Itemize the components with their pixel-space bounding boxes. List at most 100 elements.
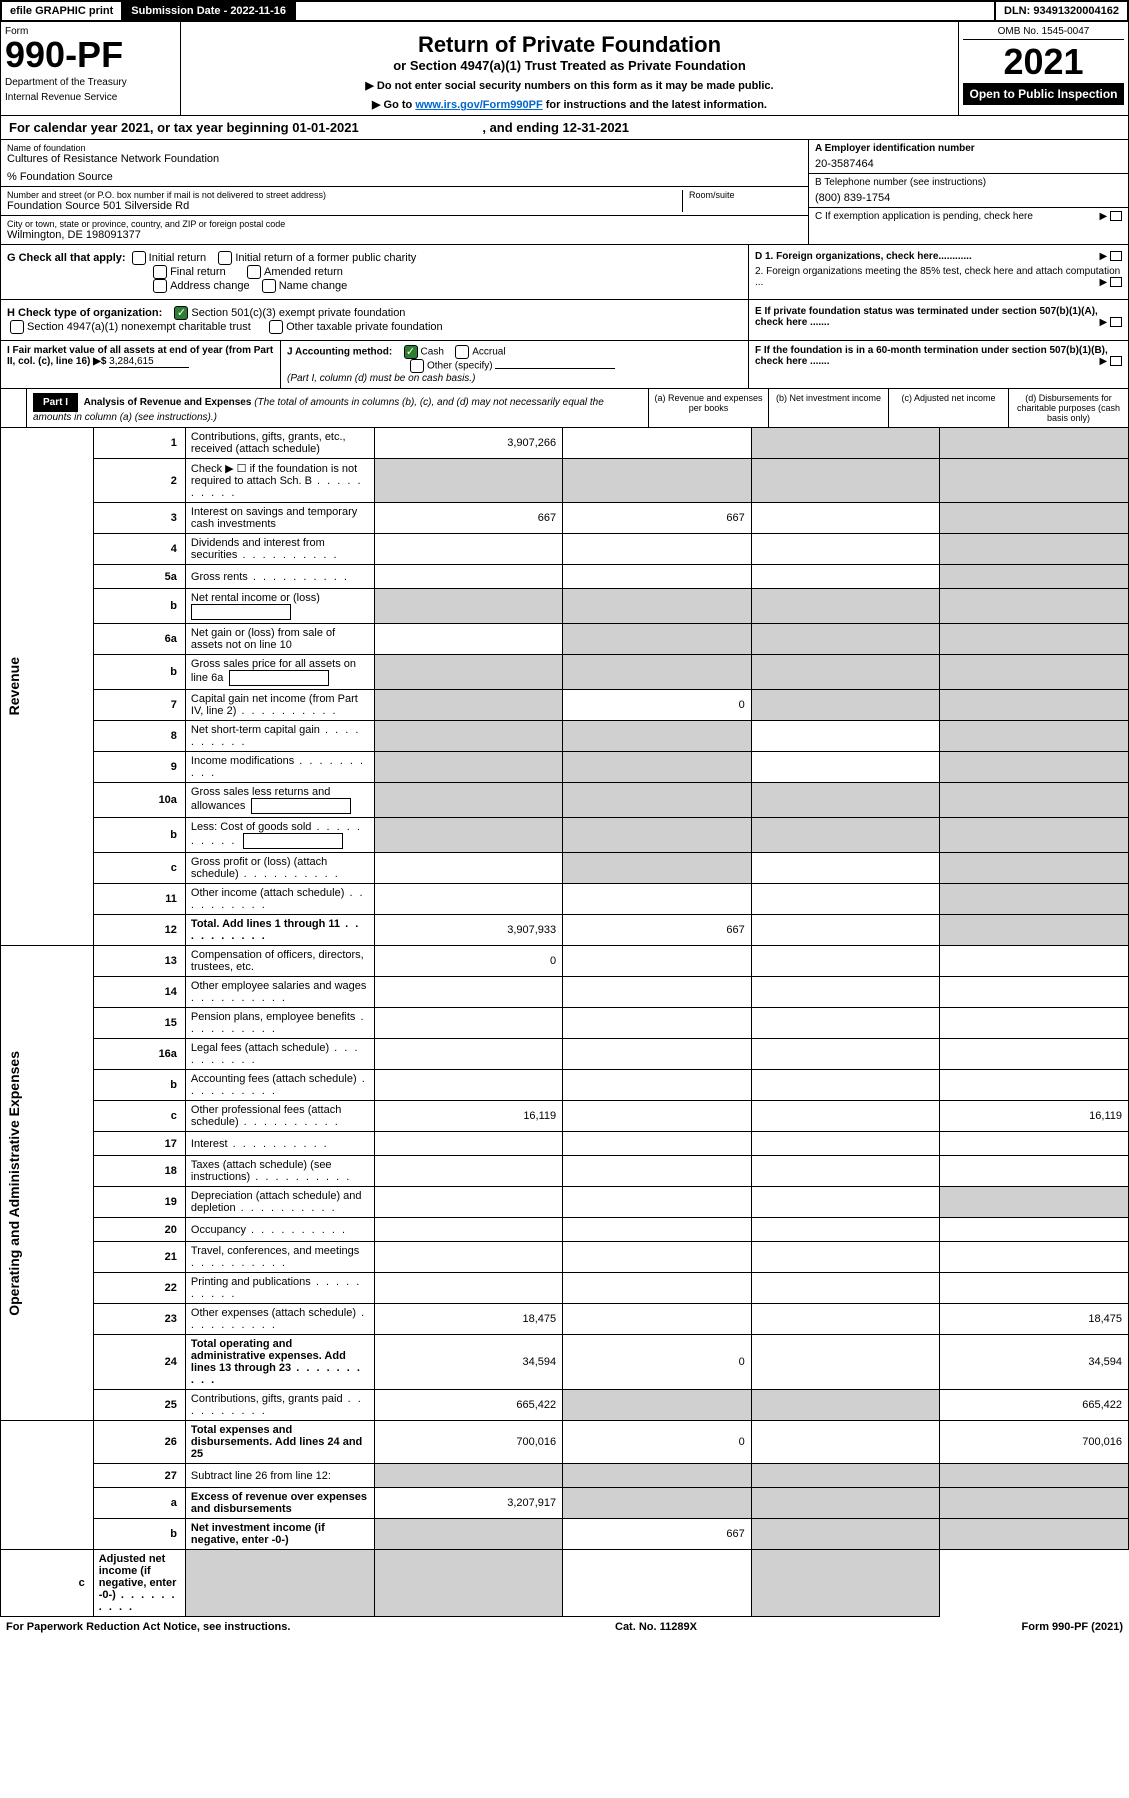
- row-num: 7: [93, 690, 185, 721]
- col-d-val: [940, 1273, 1129, 1304]
- table-row: 14Other employee salaries and wages: [1, 977, 1129, 1008]
- col-b-val: [563, 1218, 752, 1242]
- row-num: 21: [93, 1242, 185, 1273]
- row-desc: Net rental income or (loss): [185, 589, 374, 624]
- col-a-val: [374, 589, 563, 624]
- initial-return-checkbox[interactable]: [132, 251, 146, 265]
- part-1-header-row: Part I Analysis of Revenue and Expenses …: [0, 389, 1129, 428]
- 501c3-checkbox[interactable]: [174, 306, 188, 320]
- final-return-checkbox[interactable]: [153, 265, 167, 279]
- row-num: a: [93, 1488, 185, 1519]
- col-c-val: [751, 1070, 940, 1101]
- section-g-d: G Check all that apply: Initial return I…: [0, 245, 1129, 300]
- row-desc: Contributions, gifts, grants paid: [185, 1390, 374, 1421]
- form-link[interactable]: www.irs.gov/Form990PF: [415, 99, 542, 111]
- row-desc: Interest on savings and temporary cash i…: [185, 503, 374, 534]
- table-row: cGross profit or (loss) (attach schedule…: [1, 853, 1129, 884]
- col-a-val: 0: [374, 946, 563, 977]
- calendar-year-row: For calendar year 2021, or tax year begi…: [0, 116, 1129, 140]
- col-b-val: [563, 752, 752, 783]
- amended-return-checkbox[interactable]: [247, 265, 261, 279]
- col-d-val: [940, 977, 1129, 1008]
- form-header: Form 990-PF Department of the Treasury I…: [0, 22, 1129, 116]
- col-c-val: [751, 721, 940, 752]
- revenue-side: Revenue: [1, 428, 94, 946]
- col-d-val: [940, 655, 1129, 690]
- dept-treasury: Department of the Treasury: [5, 77, 176, 88]
- ein-label: A Employer identification number: [815, 143, 1122, 154]
- table-row: 10aGross sales less returns and allowanc…: [1, 783, 1129, 818]
- col-a-val: [374, 624, 563, 655]
- col-b-val: [563, 1304, 752, 1335]
- row-desc: Occupancy: [185, 1218, 374, 1242]
- name-change-checkbox[interactable]: [262, 279, 276, 293]
- col-c-val: [751, 1304, 940, 1335]
- row-num: b: [93, 1519, 185, 1550]
- table-row: 5aGross rents: [1, 565, 1129, 589]
- exemption-pending-label: C If exemption application is pending, c…: [815, 211, 1033, 222]
- col-b-val: [563, 1390, 752, 1421]
- col-d-val: [940, 1187, 1129, 1218]
- row-desc: Total expenses and disbursements. Add li…: [185, 1421, 374, 1464]
- col-c-val: [751, 1273, 940, 1304]
- row-desc: Capital gain net income (from Part IV, l…: [185, 690, 374, 721]
- col-b-val: [563, 1187, 752, 1218]
- cash-checkbox[interactable]: [404, 345, 418, 359]
- col-b-val: [563, 428, 752, 459]
- row-desc: Other professional fees (attach schedule…: [185, 1101, 374, 1132]
- row-desc: Total. Add lines 1 through 11: [185, 915, 374, 946]
- col-c-val: [751, 565, 940, 589]
- row-desc: Net short-term capital gain: [185, 721, 374, 752]
- row-num: 6a: [93, 624, 185, 655]
- d1-checkbox[interactable]: [1110, 251, 1122, 261]
- col-b-val: [563, 721, 752, 752]
- col-b-val: 0: [563, 1335, 752, 1390]
- other-taxable-checkbox[interactable]: [269, 320, 283, 334]
- f-checkbox[interactable]: [1110, 356, 1122, 366]
- j-label: J Accounting method:: [287, 347, 392, 358]
- 4947-checkbox[interactable]: [10, 320, 24, 334]
- col-d-val: [940, 818, 1129, 853]
- row-desc: Net gain or (loss) from sale of assets n…: [185, 624, 374, 655]
- col-c-val: [751, 534, 940, 565]
- d2-checkbox[interactable]: [1110, 277, 1122, 287]
- col-d-val: [940, 690, 1129, 721]
- initial-former-checkbox[interactable]: [218, 251, 232, 265]
- col-c-val: [751, 1390, 940, 1421]
- e-checkbox[interactable]: [1110, 317, 1122, 327]
- col-a-val: [374, 752, 563, 783]
- table-row: cAdjusted net income (if negative, enter…: [1, 1550, 1129, 1617]
- row-desc: Gross sales price for all assets on line…: [185, 655, 374, 690]
- row-num: b: [93, 1070, 185, 1101]
- col-b-val: [563, 977, 752, 1008]
- row-desc: Accounting fees (attach schedule): [185, 1070, 374, 1101]
- col-c-val: [751, 624, 940, 655]
- row-desc: Printing and publications: [185, 1273, 374, 1304]
- col-d-val: [940, 1008, 1129, 1039]
- table-row: bGross sales price for all assets on lin…: [1, 655, 1129, 690]
- col-b-val: [563, 783, 752, 818]
- row-num: 2: [93, 459, 185, 503]
- row-num: 26: [93, 1421, 185, 1464]
- row-num: 13: [93, 946, 185, 977]
- row-num: b: [93, 818, 185, 853]
- row-num: 16a: [93, 1039, 185, 1070]
- row-desc: Check ▶ ☐ if the foundation is not requi…: [185, 459, 374, 503]
- other-method-checkbox[interactable]: [410, 359, 424, 373]
- exemption-checkbox[interactable]: [1110, 211, 1122, 221]
- col-b-val: 0: [563, 690, 752, 721]
- col-b-val: [563, 459, 752, 503]
- table-row: bAccounting fees (attach schedule): [1, 1070, 1129, 1101]
- col-c-val: [751, 853, 940, 884]
- accrual-checkbox[interactable]: [455, 345, 469, 359]
- foundation-name: Cultures of Resistance Network Foundatio…: [7, 153, 802, 165]
- top-bar: efile GRAPHIC print Submission Date - 20…: [0, 0, 1129, 22]
- col-c-val: [751, 884, 940, 915]
- col-c-val: [563, 1550, 752, 1617]
- ein: 20-3587464: [815, 158, 1122, 170]
- row-desc: Total operating and administrative expen…: [185, 1335, 374, 1390]
- address-change-checkbox[interactable]: [153, 279, 167, 293]
- col-c-val: [751, 1156, 940, 1187]
- col-a-val: [374, 783, 563, 818]
- row-num: 5a: [93, 565, 185, 589]
